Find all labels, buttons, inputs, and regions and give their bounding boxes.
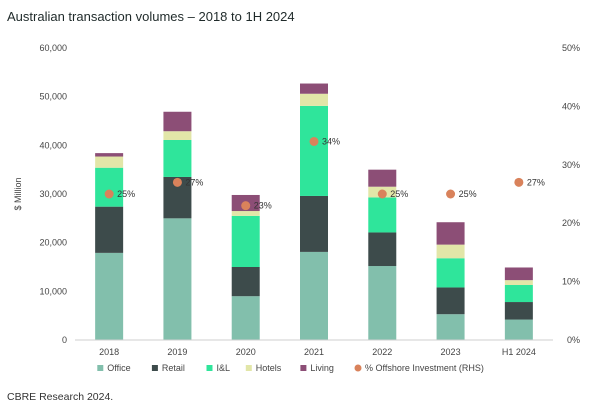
y2-tick-label: 30% [562,160,580,170]
legend-swatch-office [97,365,104,371]
y2-tick-label: 50% [562,43,580,53]
bar-office-2022 [368,266,397,340]
bar-office-2023 [436,314,465,340]
x-axis-ticks: 2018 2019 2020 2021 2022 2023 H1 2024 [99,347,536,357]
legend-label-offshore-investment-rhs: % Offshore Investment (RHS) [365,363,484,373]
bar-living-2018 [95,153,124,157]
y-tick-label: 30,000 [39,189,67,199]
bar-living-2019 [163,111,192,132]
legend-label-office: Office [107,363,130,373]
bar-i-l-2018 [95,167,124,207]
legend-label-living: Living [310,363,334,373]
y2-tick-label: 20% [562,218,580,228]
x-tick-label: H1 2024 [502,347,536,357]
bar-hotels-2020 [231,211,260,216]
left-axis-ticks: 0 10,000 20,000 30,000 40,000 50,000 60,000 [39,43,67,345]
bar-living-2023 [436,222,465,245]
bars [95,83,533,340]
offshore-point [104,189,114,199]
offshore-point-label: 25% [390,189,408,199]
x-tick-label: 2019 [167,347,187,357]
bar-i-l-2023 [436,258,465,288]
bar-hotels-h1-2024 [504,280,533,286]
bar-living-2022 [368,169,397,187]
offshore-point [514,177,524,187]
x-tick-label: 2020 [236,347,256,357]
bar-i-l-2022 [368,197,397,233]
source-note: CBRE Research 2024. [7,391,114,403]
y-tick-label: 10,000 [39,286,67,296]
legend-swatch-offshore-investment-rhs [354,364,362,372]
x-tick-label: 2018 [99,347,119,357]
y-axis-label: $ Million [13,177,23,210]
bar-retail-h1-2024 [504,302,533,320]
offshore-point [309,136,319,146]
bar-i-l-2021 [300,105,328,196]
offshore-point-label: 25% [459,189,477,199]
y2-tick-label: 40% [562,101,580,111]
bar-office-2019 [163,218,192,340]
bar-living-h1-2024 [504,267,533,281]
y-tick-label: 40,000 [39,140,67,150]
bar-living-2021 [300,83,328,94]
offshore-point [172,177,182,187]
bar-hotels-2021 [300,93,328,106]
offshore-point-label: 25% [117,189,135,199]
bar-i-l-2019 [163,139,192,177]
legend-label-retail: Retail [162,363,185,373]
bar-office-2020 [231,296,260,340]
bar-office-h1-2024 [504,319,533,340]
offshore-point-label: 27% [527,177,545,187]
offshore-point [241,201,251,211]
bar-i-l-2020 [231,215,260,267]
legend-swatch-i-l [206,365,213,371]
bar-hotels-2023 [436,244,465,259]
legend-label-i-l: I&L [217,363,231,373]
y-tick-label: 20,000 [39,238,67,248]
chart-title: Australian transaction volumes – 2018 to… [7,9,295,24]
offshore-point [377,189,387,199]
right-axis-ticks: 0% 10% 20% 30% 40% 50% [562,43,580,345]
offshore-point [446,189,456,199]
bar-hotels-2018 [95,156,124,168]
bar-retail-2023 [436,287,465,315]
legend-swatch-retail [151,365,158,371]
bar-retail-2018 [95,206,124,253]
offshore-point-label: 23% [254,201,272,211]
bar-retail-2021 [300,195,328,252]
y2-tick-label: 0% [567,335,580,345]
y-tick-label: 60,000 [39,43,67,53]
y2-tick-label: 10% [562,277,580,287]
bar-retail-2020 [231,267,260,297]
y-tick-label: 0 [62,335,67,345]
offshore-point-label: 34% [322,136,340,146]
legend: Office Retail I&L Hotels Living % Offshore In… [97,363,484,373]
bar-office-2021 [300,251,328,340]
y-tick-label: 50,000 [39,92,67,102]
x-tick-label: 2021 [304,347,324,357]
offshore-point-label: 27% [185,177,203,187]
stacked-bar-chart: 0 10,000 20,000 30,000 40,000 50,000 60,000 0%… [13,43,580,373]
x-tick-label: 2023 [441,347,461,357]
bar-hotels-2019 [163,131,192,140]
bar-retail-2022 [368,232,397,267]
legend-swatch-living [300,365,307,371]
x-tick-label: 2022 [372,347,392,357]
offshore-points: 25% 27% 23% 34% 25% 25% 27% [104,136,545,211]
bar-i-l-h1-2024 [504,285,533,303]
legend-swatch-hotels [245,365,252,371]
legend-label-hotels: Hotels [256,363,282,373]
bar-office-2018 [95,252,124,340]
